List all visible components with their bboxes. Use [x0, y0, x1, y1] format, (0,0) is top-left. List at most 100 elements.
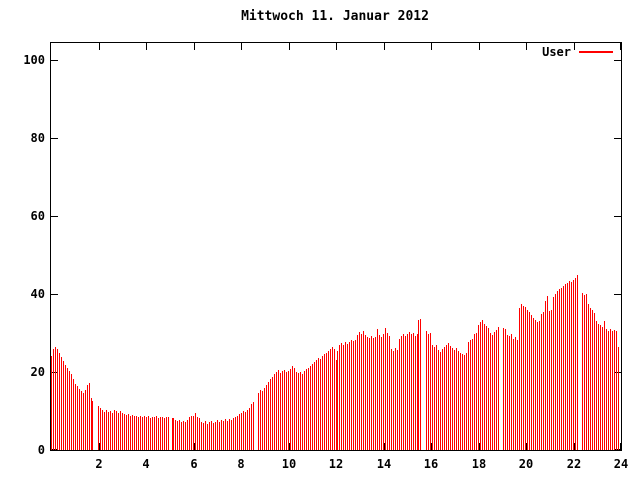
impulse-bar — [211, 421, 212, 450]
y-axis-tick — [614, 449, 621, 450]
y-tick-label: 100 — [23, 53, 45, 67]
impulse-bar — [484, 324, 485, 450]
impulse-bar — [529, 312, 530, 450]
impulse-bar — [606, 329, 607, 450]
impulse-bar — [274, 374, 275, 450]
impulse-bar — [89, 383, 90, 450]
y-tick-label: 20 — [30, 365, 45, 379]
impulse-bar — [600, 325, 601, 450]
impulse-bar — [523, 306, 524, 450]
x-axis-tick — [241, 43, 242, 50]
impulse-bar — [480, 322, 481, 450]
impulse-bar — [456, 348, 457, 450]
y-tick-label: 0 — [37, 443, 45, 457]
impulse-bar — [67, 368, 68, 450]
impulse-bar — [278, 370, 279, 450]
impulse-bar — [434, 347, 435, 450]
impulse-bar — [168, 417, 169, 450]
impulse-bar — [158, 418, 159, 450]
x-tick-label: 8 — [237, 457, 245, 471]
impulse-bar — [179, 420, 180, 450]
impulse-bar — [535, 320, 536, 450]
x-axis-tick — [574, 443, 575, 450]
impulse-bar — [215, 422, 216, 450]
impulse-bar — [130, 416, 131, 450]
impulse-bar — [318, 358, 319, 450]
impulse-bar — [486, 326, 487, 450]
impulse-bar — [334, 349, 335, 450]
impulse-bar — [618, 347, 619, 450]
impulse-bar — [282, 371, 283, 450]
impulse-bar — [527, 310, 528, 450]
impulse-bar — [353, 341, 354, 450]
impulse-bar — [577, 275, 578, 450]
y-axis-tick — [614, 294, 621, 295]
y-axis-tick — [614, 216, 621, 217]
impulse-bar — [430, 333, 431, 450]
impulse-bar — [172, 418, 173, 450]
impulse-bar — [452, 348, 453, 450]
impulse-bar — [239, 414, 240, 450]
impulse-bar — [458, 351, 459, 450]
impulse-bar — [91, 398, 92, 450]
impulse-bar — [108, 412, 109, 450]
impulse-bar — [557, 291, 558, 450]
impulse-bar — [466, 353, 467, 450]
x-tick-label: 12 — [328, 457, 344, 471]
plot-area: User — [50, 42, 622, 451]
impulse-bar — [373, 338, 374, 450]
impulse-bar — [521, 304, 522, 450]
x-axis-tick — [99, 43, 100, 50]
impulse-bar — [584, 295, 585, 450]
impulse-bar — [588, 304, 589, 450]
impulse-bar — [401, 336, 402, 450]
impulse-bar — [227, 421, 228, 450]
impulse-bar — [371, 336, 372, 450]
impulse-bar — [569, 281, 570, 450]
impulse-bar — [448, 343, 449, 450]
impulse-bar — [596, 321, 597, 450]
impulse-bar — [144, 416, 145, 450]
impulse-bar — [488, 328, 489, 450]
impulse-bar — [195, 413, 196, 450]
impulse-bar — [324, 354, 325, 450]
impulse-bar — [328, 351, 329, 450]
impulse-bar — [426, 331, 427, 450]
impulse-bar — [243, 411, 244, 450]
x-tick-label: 24 — [613, 457, 629, 471]
y-tick-label: 40 — [30, 287, 45, 301]
impulse-bar — [446, 345, 447, 450]
impulse-bar — [492, 335, 493, 450]
impulse-bar — [359, 332, 360, 450]
impulse-bar — [298, 373, 299, 450]
impulse-bar — [217, 420, 218, 450]
x-tick-label: 10 — [281, 457, 297, 471]
impulse-bar — [310, 366, 311, 450]
impulse-bar — [365, 335, 366, 450]
impulse-bar — [110, 411, 111, 450]
x-axis-tick — [620, 443, 621, 450]
impulse-bar — [264, 388, 265, 450]
impulse-bar — [377, 329, 378, 450]
impulse-bar — [472, 339, 473, 450]
impulse-bar — [177, 421, 178, 450]
impulse-bar — [102, 410, 103, 450]
impulse-bar — [369, 338, 370, 450]
impulse-bar — [116, 411, 117, 450]
impulse-bar — [415, 336, 416, 450]
impulse-bar — [339, 345, 340, 450]
impulse-bar — [126, 415, 127, 450]
impulse-bar — [314, 362, 315, 450]
x-axis-tick — [194, 43, 195, 50]
impulse-bar — [462, 354, 463, 450]
impulse-bar — [604, 321, 605, 450]
impulse-bar — [519, 308, 520, 450]
impulse-bar — [428, 334, 429, 450]
impulse-bar — [432, 345, 433, 450]
impulse-bar — [393, 351, 394, 450]
impulse-bar — [351, 340, 352, 450]
impulse-bar — [304, 371, 305, 450]
impulse-bar — [525, 307, 526, 450]
x-axis-tick — [431, 43, 432, 50]
impulse-bar — [608, 331, 609, 450]
